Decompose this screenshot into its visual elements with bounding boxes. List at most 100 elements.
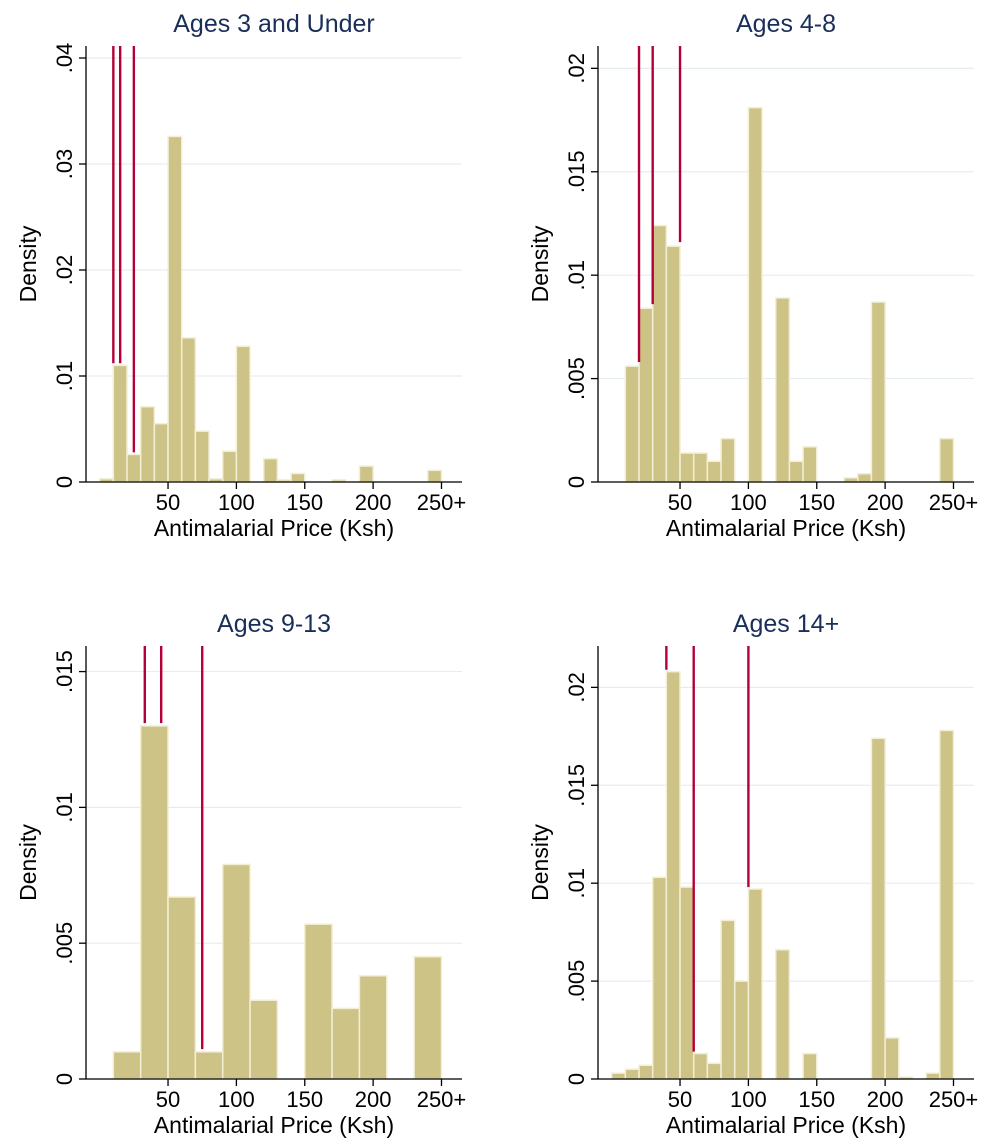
y-tick-label: .015 (52, 650, 77, 693)
histogram-bar (706, 1062, 722, 1080)
histogram-bar (290, 472, 306, 483)
histogram-bar (304, 923, 333, 1080)
y-tick-label: .005 (564, 960, 589, 1003)
y-tick-label: .03 (52, 149, 77, 180)
histogram-bar (358, 465, 374, 483)
histogram-bar (221, 863, 251, 1080)
x-tick-label: 200 (355, 1087, 392, 1112)
histogram-bar (126, 453, 142, 483)
x-tick-label: 50 (156, 490, 180, 515)
y-tick-label: .01 (52, 361, 77, 392)
histogram-bar (774, 949, 791, 1080)
x-tick-label: 150 (286, 1087, 323, 1112)
x-tick-label: 50 (668, 1087, 692, 1112)
x-tick-label: 250+ (929, 1087, 979, 1112)
x-axis-label: Antimalarial Price (Ksh) (154, 515, 394, 541)
histogram-bar (249, 999, 279, 1080)
y-axis-label: Density (527, 225, 553, 302)
histogram-bar (194, 1051, 224, 1080)
x-axis-label: Antimalarial Price (Ksh) (154, 1112, 394, 1138)
panel-title: Ages 14+ (733, 610, 839, 638)
x-axis-label: Antimalarial Price (Ksh) (666, 515, 906, 541)
x-tick-label: 50 (156, 1087, 180, 1112)
x-tick-label: 200 (867, 1087, 904, 1112)
panel-ages-3-and-under: 0 .01 .02 .03 .04 50 100 150 200 250+ Ages 3 and U… (15, 10, 466, 541)
y-tick-label: 0 (564, 476, 589, 488)
histogram-bar (720, 919, 736, 1080)
histogram-bar (638, 1064, 654, 1080)
histogram-bar (194, 430, 210, 483)
histogram-bar (857, 472, 873, 483)
y-tick-label: .015 (564, 150, 589, 193)
histogram-bar (692, 1052, 709, 1080)
panel-ages-9-13: 0 .005 .01 .015 50 100 150 200 250+ Ages 9-13 Anti… (15, 610, 466, 1138)
y-axis-label: Density (15, 225, 41, 302)
panel-ages-14-plus: 0 .005 .01 .015 .02 50 100 150 200 250+ Ages 14+ An… (527, 610, 978, 1138)
histogram-bar (679, 886, 695, 1080)
x-tick-label: 100 (730, 1087, 767, 1112)
histogram-bar (331, 1007, 361, 1080)
y-tick-label: 0 (564, 1073, 589, 1085)
histogram-bar (427, 469, 443, 483)
x-tick-label: 150 (798, 1087, 835, 1112)
histogram-bar (167, 135, 183, 483)
histogram-bar (665, 245, 681, 483)
histogram-bar (413, 956, 443, 1080)
histogram-bar (651, 876, 668, 1080)
y-tick-label: .005 (564, 357, 589, 400)
y-tick-label: .01 (564, 868, 589, 899)
panel-title: Ages 4-8 (736, 10, 836, 38)
histogram-bar (610, 1072, 627, 1080)
y-tick-label: .02 (52, 255, 77, 286)
histogram-bar (153, 422, 169, 483)
histogram-bar (774, 297, 791, 483)
y-axis-label: Density (527, 824, 553, 901)
x-tick-label: 250+ (929, 490, 979, 515)
x-tick-label: 200 (355, 490, 392, 515)
x-tick-label: 100 (218, 1087, 255, 1112)
histogram-bar (692, 452, 709, 483)
histogram-bar (167, 896, 197, 1080)
histogram-bar (624, 365, 640, 483)
histogram-bar (112, 364, 128, 483)
histogram-bar (939, 437, 955, 483)
histogram-bar (139, 725, 169, 1080)
panel-title: Ages 9-13 (217, 610, 331, 638)
histogram-bar (939, 729, 955, 1080)
histogram-bar (624, 1068, 640, 1080)
y-axis-label: Density (15, 824, 41, 901)
y-tick-label: .01 (564, 260, 589, 291)
histogram-bar (651, 224, 668, 483)
histogram-bar (747, 888, 763, 1080)
histogram-bar (180, 337, 197, 483)
y-tick-label: .02 (564, 672, 589, 703)
panel-ages-4-8: 0 .005 .01 .015 .02 50 100 150 200 250+ Ages 4-8 An… (527, 10, 978, 541)
x-tick-label: 100 (730, 490, 767, 515)
histogram-bar (733, 980, 750, 1080)
histogram-bar (870, 737, 886, 1080)
y-tick-label: .01 (52, 792, 77, 823)
x-tick-label: 150 (286, 490, 323, 515)
histogram-bar (870, 301, 886, 483)
x-tick-label: 100 (218, 490, 255, 515)
histogram-bar (884, 1037, 900, 1080)
histogram-bar (802, 446, 818, 483)
x-tick-label: 50 (668, 490, 692, 515)
y-tick-label: 0 (52, 1073, 77, 1085)
y-tick-label: .015 (564, 764, 589, 807)
histogram-bar (358, 975, 388, 1080)
histogram-bar (747, 106, 763, 483)
histogram-bar (221, 450, 238, 483)
histogram-bar (925, 1072, 941, 1080)
histogram-bar (665, 670, 681, 1080)
y-tick-label: 0 (52, 476, 77, 488)
histogram-bar (802, 1052, 818, 1080)
y-tick-label: .005 (52, 922, 77, 965)
histogram-bar (638, 307, 654, 483)
histogram-bar (139, 405, 156, 483)
histogram-bar (679, 452, 695, 483)
histogram-bar (706, 460, 722, 483)
x-tick-label: 200 (867, 490, 904, 515)
histogram-bar (235, 345, 251, 483)
